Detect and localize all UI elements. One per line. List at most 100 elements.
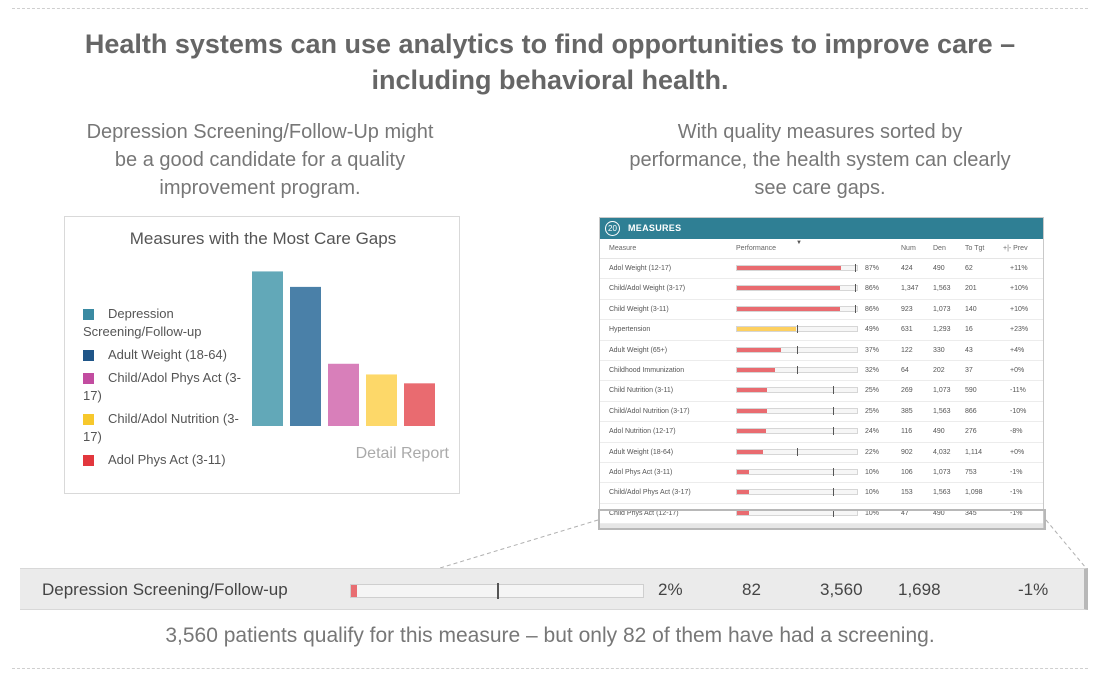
row-to-target: 37 bbox=[965, 366, 973, 374]
row-measure-name: Adol Phys Act (3-11) bbox=[609, 468, 673, 476]
row-performance-fill bbox=[737, 469, 749, 474]
row-percent: 24% bbox=[865, 428, 880, 436]
detail-report-link[interactable]: Detail Report bbox=[355, 445, 449, 462]
row-num: 47 bbox=[901, 509, 909, 517]
zoom-target-tick bbox=[497, 583, 499, 599]
row-performance-bar bbox=[736, 264, 858, 272]
table-row[interactable]: Child Nutrition (3-11) 25% 269 1,073 590 -11% bbox=[600, 381, 1043, 402]
legend-label: Child/Adol Phys Act (3-17) bbox=[83, 370, 241, 403]
row-measure-name: Child/Adol Nutrition (3-17) bbox=[609, 407, 690, 415]
row-target-tick bbox=[833, 508, 834, 517]
zoom-performance-fill bbox=[351, 585, 357, 597]
row-den: 490 bbox=[933, 428, 945, 436]
zoom-measure-name: Depression Screening/Follow-up bbox=[42, 580, 288, 599]
table-row[interactable]: Child/Adol Weight (3-17) 86% 1,347 1,563 201… bbox=[600, 279, 1043, 300]
table-row[interactable]: Adult Weight (65+) 37% 122 330 43 +4% bbox=[600, 341, 1043, 361]
row-measure-name: Child Phys Act (12-17) bbox=[609, 509, 679, 517]
row-percent: 86% bbox=[865, 285, 880, 293]
row-performance-fill bbox=[737, 286, 841, 291]
row-performance-bar bbox=[736, 386, 858, 395]
row-den: 202 bbox=[933, 366, 945, 374]
bar-chart-svg bbox=[252, 271, 435, 426]
table-row[interactable]: Adol Phys Act (3-11) 10% 106 1,073 753 -1% bbox=[600, 463, 1043, 484]
col-prev[interactable]: +|- Prev bbox=[1003, 245, 1028, 252]
page-headline: Health systems can use analytics to find… bbox=[0, 26, 1100, 98]
row-performance-fill bbox=[737, 449, 764, 454]
row-num: 902 bbox=[901, 448, 913, 456]
table-row[interactable]: Adult Weight (18-64) 22% 902 4,032 1,114 +0% bbox=[600, 443, 1043, 463]
row-performance-bar bbox=[736, 284, 858, 293]
table-row[interactable]: Child Weight (3-11) 86% 923 1,073 140 +10% bbox=[600, 300, 1043, 321]
row-prev-change: -11% bbox=[1010, 387, 1026, 395]
row-target-tick bbox=[833, 467, 834, 476]
row-to-target: 866 bbox=[965, 407, 977, 415]
table-row[interactable]: Childhood Immunization 32% 64 202 37 +0% bbox=[600, 361, 1043, 382]
col-to-tgt[interactable]: To Tgt bbox=[965, 245, 985, 252]
row-performance-bar bbox=[736, 488, 858, 497]
row-num: 424 bbox=[901, 265, 913, 272]
row-num: 631 bbox=[901, 326, 913, 334]
col-measure[interactable]: Measure bbox=[609, 245, 637, 252]
col-den[interactable]: Den bbox=[933, 245, 946, 252]
row-percent: 10% bbox=[865, 509, 880, 517]
row-measure-name: Child Nutrition (3-11) bbox=[609, 387, 674, 395]
row-performance-fill bbox=[737, 306, 841, 311]
row-target-tick bbox=[833, 386, 834, 395]
measures-header-label: MEASURES bbox=[628, 223, 682, 233]
row-measure-name: Adol Nutrition (12-17) bbox=[609, 428, 676, 436]
row-performance-bar bbox=[736, 325, 858, 334]
legend-item: Adol Phys Act (3-11) bbox=[83, 451, 243, 469]
chart-legend: Depression Screening/Follow-up Adult Weig… bbox=[83, 305, 243, 474]
row-performance-fill bbox=[737, 367, 776, 372]
row-measure-name: Childhood Immunization bbox=[609, 366, 685, 374]
row-den: 1,563 bbox=[933, 285, 951, 293]
row-to-target: 1,114 bbox=[965, 448, 982, 456]
row-performance-fill bbox=[737, 388, 767, 393]
legend-swatch bbox=[83, 350, 94, 361]
row-to-target: 753 bbox=[965, 468, 977, 476]
row-measure-name: Child Weight (3-11) bbox=[609, 305, 669, 313]
table-row[interactable]: Child/Adol Nutrition (3-17) 25% 385 1,563 86… bbox=[600, 402, 1043, 423]
row-performance-fill bbox=[737, 490, 749, 495]
zoomed-measure-row: Depression Screening/Follow-up 2% 82 3,5… bbox=[20, 568, 1088, 610]
zoom-to-target: 1,698 bbox=[898, 580, 941, 599]
row-target-tick bbox=[833, 406, 834, 415]
highlighted-row-outline bbox=[598, 509, 1046, 530]
col-num[interactable]: Num bbox=[901, 245, 916, 252]
table-row[interactable]: Hypertension 49% 631 1,293 16 +23% bbox=[600, 320, 1043, 341]
row-num: 106 bbox=[901, 468, 913, 476]
table-row[interactable]: Adol Nutrition (12-17) 24% 116 490 276 -8% bbox=[600, 422, 1043, 443]
table-row[interactable]: Adol Weight (12-17) 87% 424 490 62 +11% bbox=[600, 259, 1043, 280]
legend-item: Adult Weight (18-64) bbox=[83, 346, 243, 364]
bar-2[interactable] bbox=[328, 363, 359, 426]
row-performance-fill bbox=[737, 408, 767, 413]
sort-down-icon: ▼ bbox=[796, 240, 802, 246]
table-row[interactable]: Child/Adol Phys Act (3-17) 10% 153 1,563 1,0… bbox=[600, 483, 1043, 504]
row-num: 269 bbox=[901, 387, 913, 395]
legend-label: Child/Adol Nutrition (3-17) bbox=[83, 411, 239, 444]
left-explanation: Depression Screening/Follow-Up might be … bbox=[50, 118, 470, 202]
headline-line-1: Health systems can use analytics to find… bbox=[84, 29, 1016, 59]
row-performance-bar bbox=[736, 467, 858, 476]
row-performance-bar bbox=[736, 345, 858, 354]
bar-1[interactable] bbox=[290, 286, 321, 426]
row-prev-change: -1% bbox=[1010, 509, 1023, 517]
legend-label: Adult Weight (18-64) bbox=[108, 347, 227, 362]
zoom-prev-change: -1% bbox=[1018, 580, 1049, 599]
bar-0[interactable] bbox=[252, 271, 283, 426]
row-percent: 22% bbox=[865, 448, 880, 456]
row-measure-name: Child/Adol Phys Act (3-17) bbox=[609, 489, 691, 497]
table-body: Adol Weight (12-17) 87% 424 490 62 +11% Child/… bbox=[600, 259, 1043, 528]
left-explanation-line: be a good candidate for a quality bbox=[114, 149, 406, 171]
bar-4[interactable] bbox=[404, 383, 435, 426]
row-num: 64 bbox=[901, 366, 909, 374]
table-row[interactable]: Depression Screening/Follow-up2%823,5601… bbox=[600, 524, 1043, 528]
row-to-target: 590 bbox=[965, 387, 977, 395]
row-to-target: 201 bbox=[965, 285, 977, 293]
measure-count-badge: 20 bbox=[605, 221, 620, 236]
bar-3[interactable] bbox=[366, 374, 397, 426]
row-prev-change: +0% bbox=[1010, 448, 1025, 456]
headline-line-2: including behavioral health. bbox=[371, 65, 729, 95]
col-performance[interactable]: Performance bbox=[736, 245, 777, 252]
row-den: 4,032 bbox=[933, 448, 951, 456]
